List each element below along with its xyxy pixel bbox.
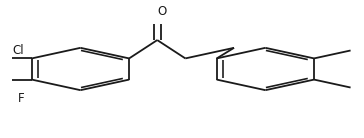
Text: O: O — [158, 5, 167, 18]
Text: F: F — [17, 92, 24, 105]
Text: Cl: Cl — [13, 44, 24, 57]
